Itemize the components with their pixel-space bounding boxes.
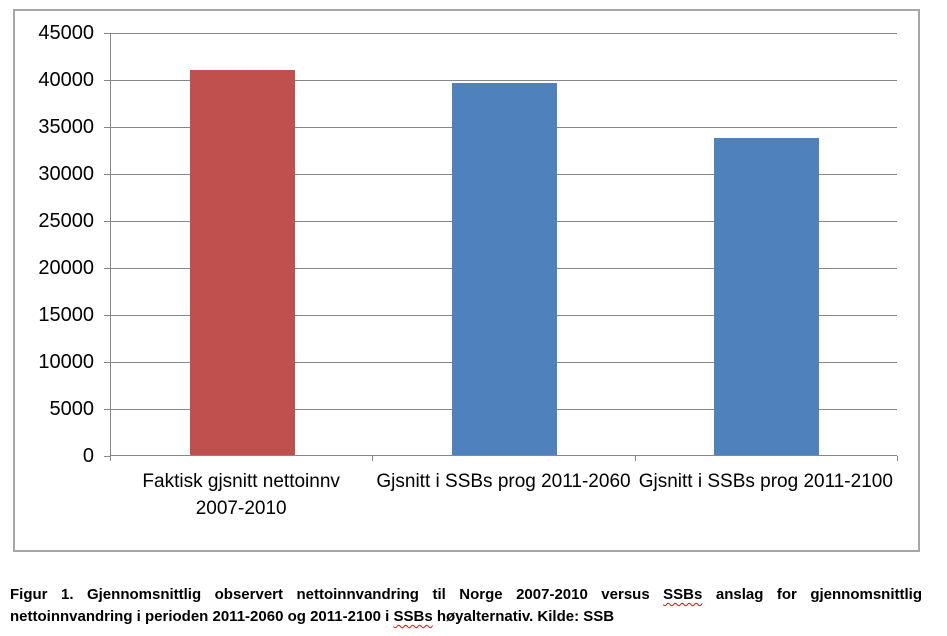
gridline xyxy=(111,33,897,34)
caption-line-1: Figur 1. Gjennomsnittlig observert netto… xyxy=(10,584,922,606)
y-axis-tick-mark xyxy=(104,409,110,410)
x-axis-tick-mark xyxy=(372,456,374,461)
chart-frame: Faktisk gjsnitt nettoinnv 2007-2010 Gjsnit… xyxy=(13,9,920,552)
y-axis-tick-label: 20000 xyxy=(38,257,94,279)
y-axis-tick-label: 0 xyxy=(82,445,94,467)
y-axis-tick-mark xyxy=(104,174,110,175)
category-label-line: Gjsnitt i SSBs prog 2011-2100 xyxy=(638,471,893,492)
y-axis-tick-label: 40000 xyxy=(38,69,94,91)
category-label-1: Faktisk gjsnitt nettoinnv 2007-2010 xyxy=(110,468,372,522)
y-axis-tick-mark xyxy=(104,221,110,222)
category-label-3: Gjsnitt i SSBs prog 2011-2100 xyxy=(635,468,897,522)
x-axis-tick-mark xyxy=(634,456,636,461)
caption-text: Figur 1. Gjennomsnittlig observert netto… xyxy=(10,586,664,603)
y-axis-tick-label: 5000 xyxy=(49,398,95,420)
category-label-line: Faktisk gjsnitt nettoinnv xyxy=(142,471,340,492)
y-axis-tick-label: 45000 xyxy=(38,22,94,44)
y-axis-tick-label: 15000 xyxy=(38,304,94,326)
caption-line-2: nettoinnvandring i perioden 2011-2060 og… xyxy=(10,606,922,628)
misspelled-word: SSBs xyxy=(393,608,433,625)
bar-3 xyxy=(714,137,820,455)
category-label-2: Gjsnitt i SSBs prog 2011-2060 xyxy=(372,468,634,522)
category-label-line: 2007-2010 xyxy=(195,498,287,519)
category-label-line: Gjsnitt i SSBs prog 2011-2060 xyxy=(376,471,631,492)
caption-text: nettoinnvandring i perioden 2011-2060 og… xyxy=(10,608,394,625)
x-axis-tick-mark xyxy=(897,456,898,461)
y-axis-tick-mark xyxy=(104,33,110,34)
bar-1 xyxy=(189,69,295,455)
y-axis-tick-mark xyxy=(104,268,110,269)
y-axis-tick-mark xyxy=(104,456,110,457)
x-axis-category-labels: Faktisk gjsnitt nettoinnv 2007-2010 Gjsnit… xyxy=(110,468,897,522)
x-axis-tick-mark xyxy=(110,456,111,461)
y-axis-tick-mark xyxy=(104,127,110,128)
y-axis-tick-mark xyxy=(104,362,110,363)
caption-text: anslag for gjennomsnittlig xyxy=(702,586,922,603)
y-axis-tick-label: 10000 xyxy=(38,351,94,373)
figure-caption: Figur 1. Gjennomsnittlig observert netto… xyxy=(10,584,922,628)
y-axis-tick-mark xyxy=(104,315,110,316)
y-axis-tick-label: 30000 xyxy=(38,163,94,185)
misspelled-word: SSBs xyxy=(663,586,703,603)
caption-text: høyalternativ. Kilde: SSB xyxy=(432,608,615,625)
y-axis-tick-mark xyxy=(104,80,110,81)
plot-area xyxy=(110,33,897,456)
bar-2 xyxy=(452,82,557,455)
y-axis-tick-label: 35000 xyxy=(38,116,94,138)
gridline xyxy=(111,80,897,81)
y-axis-tick-label: 25000 xyxy=(38,210,94,232)
